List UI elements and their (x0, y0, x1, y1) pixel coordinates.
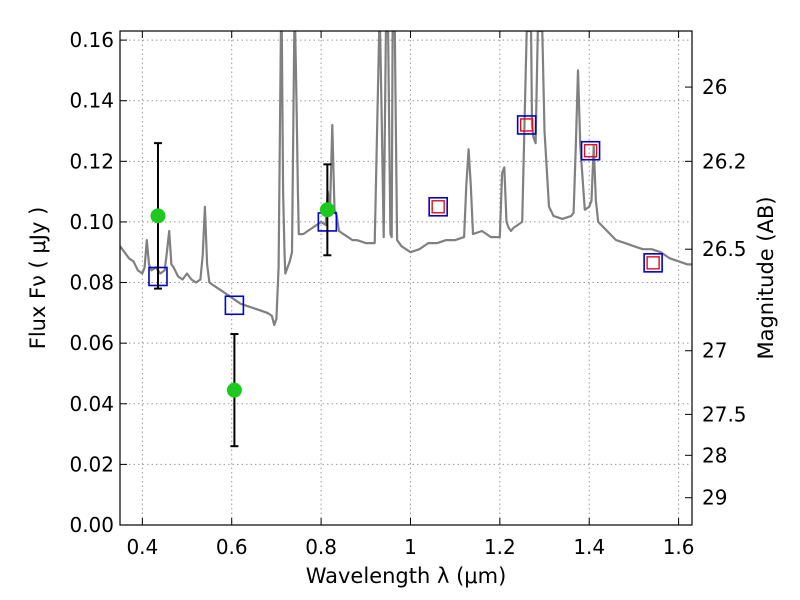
y-tick-label: 0.02 (69, 452, 114, 476)
model-photometry-box (428, 196, 448, 217)
photometry-point (319, 202, 335, 218)
model-photometry-inner-box (431, 200, 445, 214)
y2-tick-label: 29 (702, 486, 727, 510)
y2-tick-label: 26.2 (702, 149, 747, 173)
model-spectrum-line (120, 31, 692, 327)
y-tick-label: 0.12 (69, 149, 114, 173)
axis-tick-labels: 0.4 0.6 0.8 1 1.2 1.4 1.6 0.00 0.02 0.04 0.06 0.08 0… (69, 28, 746, 559)
y-tick-label: 0.04 (69, 392, 114, 416)
y2-tick-label: 27.5 (702, 402, 747, 426)
plot-frame (119, 30, 693, 526)
model-photometry-inner-box (583, 144, 598, 158)
x-tick-label: 1.6 (663, 535, 695, 559)
y-tick-label: 0.08 (69, 271, 114, 295)
photometry-point (226, 382, 242, 398)
y2-tick-label: 28 (702, 443, 727, 467)
y-tick-label: 0.10 (69, 210, 114, 234)
model-photometry-inner-box (519, 118, 534, 132)
x-tick-label: 0.8 (305, 535, 337, 559)
x-tick-label: 1 (404, 535, 417, 559)
x-tick-label: 0.4 (126, 535, 158, 559)
model-photometry-box (580, 140, 601, 161)
model-photometry-box (516, 115, 537, 135)
y-tick-label: 0.14 (69, 89, 114, 113)
y2-axis-label: Magnitude (AB) (754, 196, 778, 359)
model-photometry-inner-box (646, 256, 660, 270)
grid-lines (120, 31, 692, 525)
y2-tick-label: 27 (702, 339, 727, 363)
y-tick-label: 0.00 (69, 513, 114, 537)
model-photometry-box (224, 295, 245, 316)
y-axis-label: Flux Fν ( μJy ) (26, 207, 50, 350)
y-tick-label: 0.06 (69, 331, 114, 355)
y2-tick-label: 26.5 (702, 237, 747, 261)
plot-content (120, 31, 692, 448)
y2-tick-label: 26 (702, 75, 727, 99)
axis-ticks (120, 31, 692, 526)
x-tick-label: 1.2 (484, 535, 516, 559)
photometry-point (150, 208, 166, 224)
x-axis-label: Wavelength λ (μm) (306, 564, 507, 588)
model-photometry-box (643, 253, 663, 273)
x-tick-label: 0.6 (216, 535, 248, 559)
y-tick-label: 0.16 (69, 28, 114, 52)
x-tick-label: 1.4 (573, 535, 605, 559)
